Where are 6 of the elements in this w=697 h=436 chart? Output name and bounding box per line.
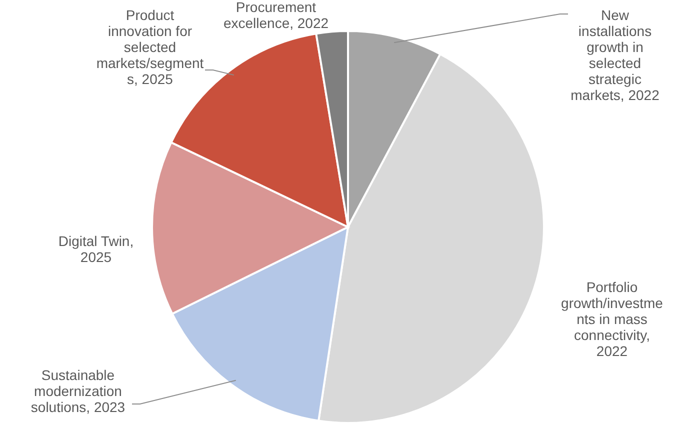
slice-label: Portfolio growth/investments in mass connectivity, 2022	[561, 279, 664, 359]
slice-label: Sustainable modernization solutions, 2023	[30, 367, 126, 415]
slice-label: Procurement excellence, 2022	[223, 0, 329, 31]
slice-label: Digital Twin, 2025	[58, 233, 134, 265]
slice-label: New installations growth in selected strategic markets, 2022	[570, 7, 660, 103]
slice-label: Product innovation for selected markets/segments, 2025	[96, 7, 204, 87]
